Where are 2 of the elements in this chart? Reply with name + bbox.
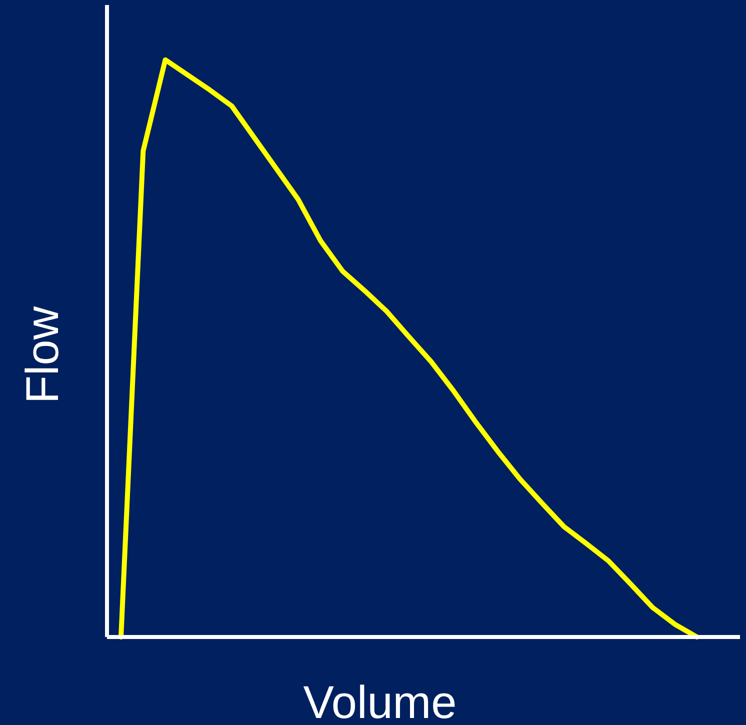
y-axis-title: Flow	[16, 306, 68, 404]
x-axis-title: Volume	[303, 676, 457, 725]
